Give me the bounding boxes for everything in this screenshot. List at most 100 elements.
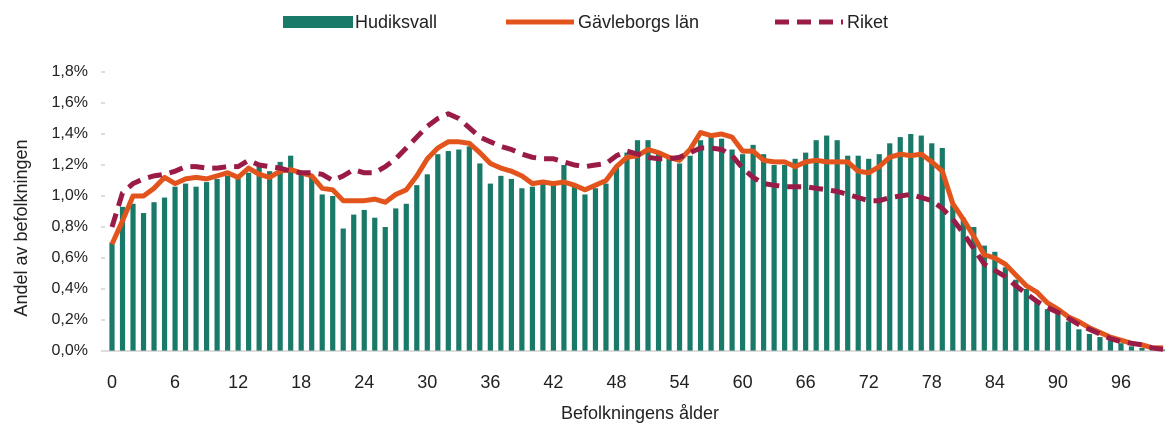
bar bbox=[435, 154, 441, 351]
bar bbox=[887, 143, 893, 351]
bar bbox=[613, 168, 620, 351]
bar bbox=[782, 165, 788, 351]
y-axis-title: Andel av befolkningen bbox=[11, 139, 31, 316]
bar bbox=[1065, 321, 1072, 351]
bar bbox=[309, 177, 315, 351]
bar bbox=[267, 171, 273, 351]
y-tick-label: 0,0% bbox=[52, 342, 88, 359]
bar bbox=[550, 185, 557, 351]
bar bbox=[403, 203, 409, 351]
x-tick-label: 12 bbox=[228, 372, 248, 392]
x-tick-label: 18 bbox=[291, 372, 311, 392]
bar bbox=[855, 155, 861, 351]
bar bbox=[214, 178, 220, 351]
line-series bbox=[109, 111, 1164, 352]
bar bbox=[897, 137, 903, 351]
bar bbox=[750, 144, 756, 351]
bar bbox=[487, 183, 493, 351]
bar bbox=[172, 186, 178, 351]
y-tick-label: 1,8% bbox=[52, 63, 88, 80]
x-tick-label: 6 bbox=[170, 372, 180, 392]
x-tick-label: 54 bbox=[670, 372, 690, 392]
bar bbox=[582, 194, 588, 351]
bar bbox=[277, 161, 283, 351]
bar bbox=[1044, 309, 1050, 351]
x-tick-label: 48 bbox=[606, 372, 626, 392]
bar bbox=[151, 202, 157, 351]
bar bbox=[718, 138, 725, 351]
bar bbox=[256, 163, 262, 351]
bar bbox=[676, 163, 683, 351]
bar bbox=[424, 174, 430, 351]
bar bbox=[876, 154, 882, 351]
bar bbox=[592, 188, 599, 351]
x-tick-label: 72 bbox=[859, 372, 879, 392]
bar bbox=[109, 242, 115, 351]
bar bbox=[1013, 279, 1019, 351]
y-tick-label: 1,4% bbox=[52, 125, 88, 142]
bar bbox=[1128, 346, 1135, 351]
y-tick-label: 1,0% bbox=[52, 187, 88, 204]
y-tick-label: 0,8% bbox=[52, 218, 88, 235]
legend-swatch bbox=[283, 16, 353, 28]
bar bbox=[477, 163, 483, 351]
x-tick-label: 24 bbox=[354, 372, 374, 392]
x-axis-title: Befolkningens ålder bbox=[561, 403, 719, 423]
legend-label: Riket bbox=[847, 12, 888, 32]
bar bbox=[824, 135, 830, 351]
bar bbox=[119, 206, 126, 351]
bar bbox=[761, 154, 767, 351]
bar bbox=[1107, 340, 1114, 351]
bar bbox=[655, 151, 662, 351]
bar bbox=[1002, 267, 1008, 351]
bar bbox=[498, 175, 504, 351]
bar bbox=[918, 135, 924, 351]
x-tick-label: 30 bbox=[417, 372, 437, 392]
bar bbox=[929, 143, 935, 351]
bar bbox=[571, 185, 578, 351]
x-tick-label: 36 bbox=[480, 372, 500, 392]
bar bbox=[1023, 289, 1029, 351]
bar bbox=[771, 165, 777, 351]
x-tick-label: 78 bbox=[922, 372, 942, 392]
bar bbox=[246, 172, 252, 351]
bar bbox=[372, 217, 378, 351]
bar bbox=[624, 152, 630, 351]
bar bbox=[361, 209, 367, 351]
y-tick-label: 0,2% bbox=[52, 311, 88, 328]
bar bbox=[1118, 343, 1124, 351]
bar bbox=[1034, 299, 1040, 351]
bar bbox=[288, 155, 294, 351]
bar bbox=[1097, 337, 1103, 351]
bar bbox=[603, 183, 609, 351]
bar bbox=[351, 214, 357, 351]
bar bbox=[992, 251, 998, 351]
x-tick-label: 0 bbox=[107, 372, 117, 392]
bar bbox=[225, 175, 231, 351]
bar bbox=[298, 172, 304, 351]
bar bbox=[508, 178, 514, 351]
bar bbox=[960, 217, 966, 351]
bar bbox=[393, 208, 399, 351]
bar bbox=[981, 245, 987, 351]
x-tick-label: 84 bbox=[985, 372, 1005, 392]
x-tick-label: 42 bbox=[543, 372, 563, 392]
bar bbox=[1139, 347, 1145, 351]
bar bbox=[414, 185, 420, 351]
bar bbox=[130, 203, 136, 351]
bar bbox=[729, 149, 735, 351]
bar bbox=[666, 158, 672, 351]
bar bbox=[340, 228, 346, 351]
bar bbox=[540, 183, 546, 351]
y-tick-label: 1,6% bbox=[52, 94, 88, 111]
bar bbox=[466, 146, 472, 351]
bar bbox=[456, 149, 462, 351]
bar bbox=[813, 140, 819, 351]
bar bbox=[792, 158, 798, 351]
bar bbox=[161, 197, 168, 351]
bar bbox=[382, 227, 388, 351]
bar bbox=[697, 140, 704, 351]
bar bbox=[193, 186, 199, 351]
bar bbox=[939, 147, 945, 351]
